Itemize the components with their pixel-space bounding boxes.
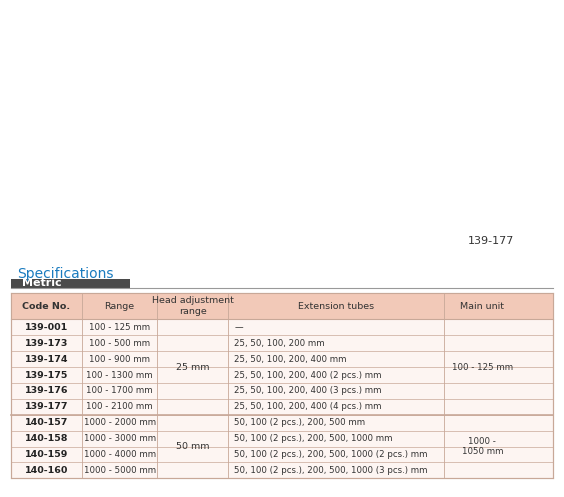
Text: 25, 50, 100, 200, 400 mm: 25, 50, 100, 200, 400 mm xyxy=(235,355,347,364)
Text: 139-177: 139-177 xyxy=(468,236,514,246)
Text: 50, 100 (2 pcs.), 200, 500, 1000 (2 pcs.) mm: 50, 100 (2 pcs.), 200, 500, 1000 (2 pcs.… xyxy=(235,450,428,459)
Text: 139-176: 139-176 xyxy=(25,387,68,396)
Text: 100 - 500 mm: 100 - 500 mm xyxy=(89,339,150,348)
Text: 1000 - 3000 mm: 1000 - 3000 mm xyxy=(83,434,156,443)
Text: 25, 50, 100, 200, 400 (2 pcs.) mm: 25, 50, 100, 200, 400 (2 pcs.) mm xyxy=(235,371,382,380)
Text: 25, 50, 100, 200, 400 (3 pcs.) mm: 25, 50, 100, 200, 400 (3 pcs.) mm xyxy=(235,387,382,396)
Text: 139-174: 139-174 xyxy=(25,355,68,364)
Text: 50 mm: 50 mm xyxy=(176,442,209,451)
Bar xyxy=(11,293,553,478)
Text: 25 mm: 25 mm xyxy=(176,363,209,372)
Text: Specifications: Specifications xyxy=(17,267,113,281)
Text: 50, 100 (2 pcs.), 200, 500, 1000 (3 pcs.) mm: 50, 100 (2 pcs.), 200, 500, 1000 (3 pcs.… xyxy=(235,466,428,475)
Text: 100 - 1700 mm: 100 - 1700 mm xyxy=(86,387,153,396)
Text: 100 - 900 mm: 100 - 900 mm xyxy=(89,355,150,364)
Text: 100 - 1300 mm: 100 - 1300 mm xyxy=(86,371,153,380)
Text: 50, 100 (2 pcs.), 200, 500 mm: 50, 100 (2 pcs.), 200, 500 mm xyxy=(235,418,365,427)
Text: 1000 -
1050 mm: 1000 - 1050 mm xyxy=(461,437,503,456)
Text: 140-160: 140-160 xyxy=(25,466,68,475)
Text: 1000 - 4000 mm: 1000 - 4000 mm xyxy=(83,450,156,459)
Text: Main unit: Main unit xyxy=(460,302,504,311)
Text: 139-177: 139-177 xyxy=(25,403,68,412)
Text: —: — xyxy=(235,323,243,332)
Text: 1000 - 5000 mm: 1000 - 5000 mm xyxy=(83,466,156,475)
Text: 25, 50, 100, 200, 400 (4 pcs.) mm: 25, 50, 100, 200, 400 (4 pcs.) mm xyxy=(235,403,382,412)
Text: Metric: Metric xyxy=(22,278,61,288)
Bar xyxy=(11,279,130,288)
Text: 140-158: 140-158 xyxy=(25,434,68,443)
Text: 139-175: 139-175 xyxy=(25,371,68,380)
Text: Range: Range xyxy=(104,302,135,311)
Text: Code No.: Code No. xyxy=(23,302,70,311)
Text: 139-173: 139-173 xyxy=(25,339,68,348)
Text: 139-001: 139-001 xyxy=(25,323,68,332)
Text: Extension tubes: Extension tubes xyxy=(298,302,374,311)
Text: 100 - 125 mm: 100 - 125 mm xyxy=(452,363,513,372)
Text: 1000 - 2000 mm: 1000 - 2000 mm xyxy=(83,418,156,427)
Text: 140-159: 140-159 xyxy=(25,450,68,459)
Text: 25, 50, 100, 200 mm: 25, 50, 100, 200 mm xyxy=(235,339,325,348)
Text: 140-157: 140-157 xyxy=(25,418,68,427)
Bar xyxy=(11,293,553,320)
Text: 100 - 125 mm: 100 - 125 mm xyxy=(89,323,150,332)
Text: 50, 100 (2 pcs.), 200, 500, 1000 mm: 50, 100 (2 pcs.), 200, 500, 1000 mm xyxy=(235,434,393,443)
Text: Head adjustment
range: Head adjustment range xyxy=(152,296,233,316)
Text: 100 - 2100 mm: 100 - 2100 mm xyxy=(86,403,153,412)
